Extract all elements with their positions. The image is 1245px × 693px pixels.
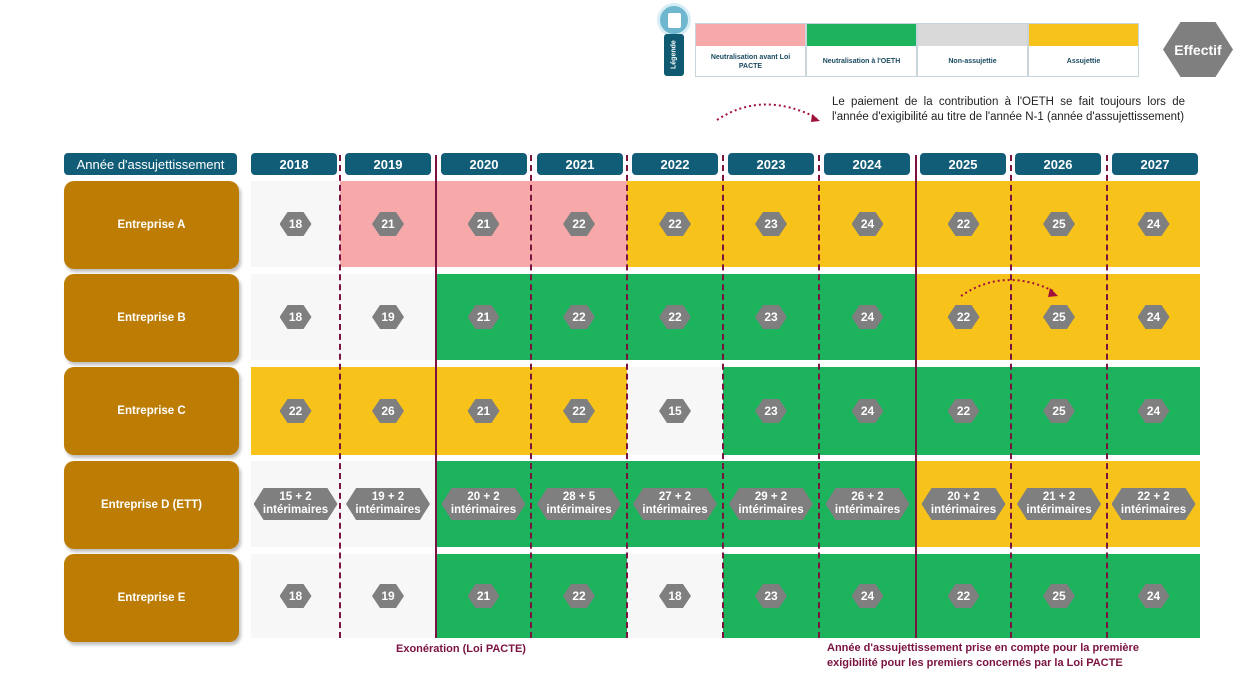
annee-footnote-line2: exigibilité pour les premiers concernés … xyxy=(827,657,1123,669)
effectif-value: 15 + 2 xyxy=(279,491,312,503)
legend-swatch xyxy=(1029,24,1138,46)
effectif-badge-cell: 20 + 2 intérimaires xyxy=(441,488,526,520)
year-header-2018: 2018 xyxy=(251,153,337,175)
effectif-badge-cell: 24 xyxy=(1137,584,1170,608)
legend-item: Neutralisation à l'OETH xyxy=(806,23,917,77)
legend-item: Neutralisation avant Loi PACTE xyxy=(695,23,806,77)
effectif-value: 19 + 2 xyxy=(371,491,405,503)
effectif-badge-cell: 21 xyxy=(372,212,404,236)
effectif-value: 27 + 2 xyxy=(658,491,692,503)
legend-label: Neutralisation avant Loi PACTE xyxy=(710,53,791,70)
effectif-value: 20 + 2 xyxy=(467,491,500,503)
effectif-badge-cell: 24 xyxy=(1137,212,1170,236)
legend-swatch xyxy=(918,24,1027,46)
effectif-suffix: intérimaires xyxy=(546,504,612,516)
effectif-value: 29 + 2 xyxy=(754,491,788,503)
effectif-badge-cell: 20 + 2 intérimaires xyxy=(921,488,1006,520)
effectif-badge-cell: 18 xyxy=(279,212,312,236)
year-header-2027: 2027 xyxy=(1112,153,1198,175)
effectif-badge-cell: 21 + 2 intérimaires xyxy=(1017,488,1101,520)
effectif-suffix: intérimaires xyxy=(930,504,997,516)
year-header-2020: 2020 xyxy=(441,153,527,175)
company-label: Entreprise B xyxy=(64,274,239,362)
row-b-arrow-icon xyxy=(960,278,1058,297)
year-separator xyxy=(530,155,532,638)
effectif-badge-cell: 22 + 2 intérimaires xyxy=(1111,488,1196,520)
effectif-badge: Effectif xyxy=(1163,22,1233,77)
note-arrow-icon xyxy=(716,103,820,122)
year-separator xyxy=(722,155,724,638)
effectif-badge-cell: 26 xyxy=(372,399,404,423)
effectif-badge-cell: 25 xyxy=(1043,212,1075,236)
effectif-badge-cell: 26 + 2 intérimaires xyxy=(825,488,910,520)
legend-icon xyxy=(657,3,691,37)
effectif-badge-cell: 21 xyxy=(467,305,500,329)
year-header-2022: 2022 xyxy=(632,153,718,175)
effectif-badge-cell: 21 xyxy=(467,399,500,423)
effectif-value: 26 + 2 xyxy=(851,491,884,503)
company-label: Entreprise D (ETT) xyxy=(64,461,239,549)
company-label: Entreprise A xyxy=(64,181,239,269)
year-separator xyxy=(339,155,341,638)
year-header-2026: 2026 xyxy=(1015,153,1101,175)
year-separator xyxy=(626,155,628,638)
effectif-suffix: intérimaires xyxy=(738,504,804,516)
effectif-badge-cell: 25 xyxy=(1043,399,1075,423)
effectif-badge-cell: 18 xyxy=(279,584,312,608)
year-separator xyxy=(435,155,437,638)
year-header-2021: 2021 xyxy=(537,153,623,175)
legend-swatch xyxy=(696,24,805,46)
year-separator xyxy=(915,155,917,638)
effectif-suffix: intérimaires xyxy=(642,504,708,516)
year-separator xyxy=(1106,155,1108,638)
legend-label: Neutralisation à l'OETH xyxy=(822,58,901,65)
company-label: Entreprise C xyxy=(64,367,239,455)
legend-item: Assujettie xyxy=(1028,23,1139,77)
effectif-badge-cell: 29 + 2 intérimaires xyxy=(729,488,813,520)
legend-label: Assujettie xyxy=(1066,58,1101,65)
header-year-label: Année d'assujettissement xyxy=(64,153,237,175)
year-header-2023: 2023 xyxy=(728,153,814,175)
effectif-badge-cell: 24 xyxy=(1137,305,1170,329)
effectif-badge-cell: 22 xyxy=(279,399,312,423)
effectif-value: 21 + 2 xyxy=(1042,491,1076,503)
legend-tab: Légende xyxy=(664,34,684,76)
effectif-badge-cell: 21 xyxy=(467,212,500,236)
effectif-suffix: intérimaires xyxy=(355,504,421,516)
effectif-suffix: intérimaires xyxy=(1120,504,1187,516)
legend-label: Non-assujettie xyxy=(948,58,997,65)
effectif-badge-cell: 28 + 5 intérimaires xyxy=(537,488,621,520)
exoneration-footnote: Exonération (Loi PACTE) xyxy=(396,643,526,655)
legend-swatch xyxy=(807,24,916,46)
effectif-suffix: intérimaires xyxy=(1026,504,1092,516)
legend-item: Non-assujettie xyxy=(917,23,1028,77)
payment-note: Le paiement de la contribution à l'OETH … xyxy=(832,96,1185,123)
year-separator xyxy=(818,155,820,638)
effectif-badge-cell: 21 xyxy=(467,584,500,608)
effectif-badge-cell: 27 + 2 intérimaires xyxy=(633,488,717,520)
effectif-suffix: intérimaires xyxy=(450,504,517,516)
year-header-2025: 2025 xyxy=(920,153,1006,175)
year-separator xyxy=(1010,155,1012,638)
effectif-badge-cell: 18 xyxy=(279,305,312,329)
effectif-badge-cell: 19 xyxy=(372,305,404,329)
company-label: Entreprise E xyxy=(64,554,239,642)
effectif-badge-cell: 25 xyxy=(1043,305,1075,329)
effectif-badge-cell: 19 + 2 intérimaires xyxy=(346,488,430,520)
effectif-value: 28 + 5 xyxy=(562,491,596,503)
effectif-suffix: intérimaires xyxy=(834,504,901,516)
year-header-2019: 2019 xyxy=(345,153,431,175)
annee-footnote-line1: Année d'assujettissement prise en compte… xyxy=(827,642,1139,654)
effectif-suffix: intérimaires xyxy=(262,504,329,516)
effectif-badge-cell: 25 xyxy=(1043,584,1075,608)
effectif-badge-cell: 15 + 2 intérimaires xyxy=(253,488,338,520)
year-header-2024: 2024 xyxy=(824,153,910,175)
effectif-value: 20 + 2 xyxy=(947,491,980,503)
effectif-badge-cell: 24 xyxy=(1137,399,1170,423)
effectif-value: 22 + 2 xyxy=(1137,491,1170,503)
effectif-badge-cell: 19 xyxy=(372,584,404,608)
